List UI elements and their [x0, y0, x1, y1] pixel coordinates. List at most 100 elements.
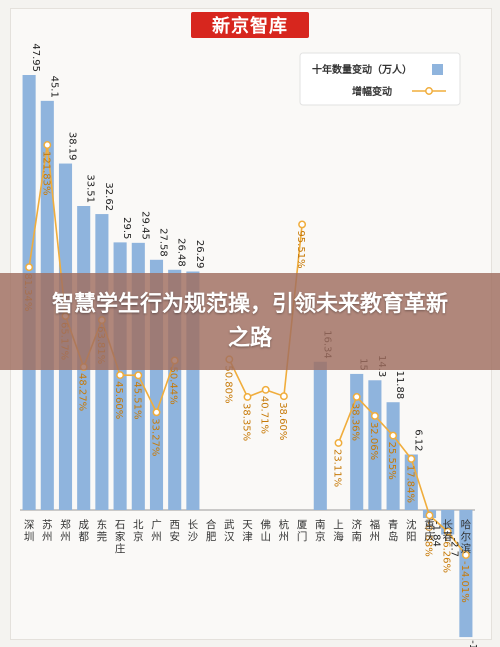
category-label-10-char-1: 肥 [206, 531, 217, 543]
growth-value-label-21: 17.84% [404, 465, 415, 503]
bar-18 [350, 373, 364, 510]
bar-value-label-0: 47.95 [30, 43, 41, 72]
category-label-8-char-1: 安 [169, 530, 180, 543]
category-label-9-char-0: 长 [188, 519, 199, 531]
category-label-14-char-0: 杭 [279, 518, 290, 531]
growth-value-label-7: 33.27% [150, 418, 161, 456]
bar-24 [459, 510, 473, 638]
category-label-23-char-0: 长 [442, 519, 453, 531]
category-label-11-char-0: 武 [224, 518, 235, 531]
growth-point-1 [43, 141, 52, 149]
category-label-16-char-0: 南 [315, 518, 326, 531]
bar-value-label-1: 45.1 [48, 76, 59, 98]
category-label-5-char-2: 庄 [115, 542, 126, 555]
category-label-0-char-0: 深 [24, 519, 35, 531]
category-label-15-char-1: 门 [297, 530, 308, 543]
growth-value-label-5: 45.60% [113, 381, 124, 419]
bar-value-label-4: 32.62 [103, 182, 114, 211]
category-label-15-char-0: 厦 [297, 519, 308, 531]
category-label-3-char-1: 都 [78, 531, 89, 543]
category-label-7-char-0: 广 [151, 519, 162, 531]
category-label-2-char-0: 郑 [60, 518, 71, 531]
growth-point-24 [461, 551, 470, 559]
growth-point-0 [25, 263, 34, 272]
category-label-16-char-1: 京 [315, 530, 326, 543]
category-label-5-char-0: 石 [115, 519, 126, 531]
growth-line-segment-2 [337, 395, 467, 556]
growth-value-label-14: 38.60% [277, 402, 288, 440]
growth-point-14 [279, 392, 288, 401]
bar-value-label-24: -14.01 [467, 640, 478, 647]
bar-value-label-5: 29.5 [121, 217, 132, 239]
growth-value-label-17: 23.11% [332, 449, 343, 487]
growth-value-label-13: 40.71% [259, 396, 270, 434]
bar-value-label-20: 11.88 [394, 371, 405, 400]
growth-point-6 [134, 371, 143, 380]
legend-line-marker [425, 87, 433, 95]
growth-value-label-19: 32.06% [368, 422, 379, 460]
growth-point-22 [425, 511, 434, 520]
bar-value-label-2: 38.19 [67, 132, 78, 161]
category-labels: 深圳苏州郑州成都东莞石家庄北京广州西安长沙合肥武汉天津佛山杭州厦门南京上海济南福… [24, 518, 472, 555]
legend-line-label: 增幅变动 [352, 85, 392, 98]
category-label-18-char-0: 济 [351, 518, 362, 531]
category-label-6-char-0: 北 [133, 519, 144, 531]
category-label-24-char-0: 哈 [461, 518, 472, 531]
growth-point-18 [352, 392, 361, 401]
growth-value-label-1: 121.83% [40, 151, 51, 196]
category-label-14-char-1: 州 [279, 531, 290, 543]
growth-point-5 [116, 371, 125, 380]
legend-box [299, 52, 461, 106]
legend-bar-label: 十年数量变动（万人） [312, 63, 412, 76]
category-label-22-char-1: 庆 [424, 530, 435, 543]
category-label-19-char-0: 福 [370, 518, 381, 531]
bar-value-label-21: 6.12 [412, 429, 423, 451]
growth-point-19 [370, 411, 379, 420]
growth-value-label-24: -14.01% [459, 561, 470, 603]
category-label-17-char-1: 海 [333, 530, 344, 543]
category-label-21-char-1: 阳 [406, 531, 417, 543]
category-label-3-char-0: 成 [78, 519, 89, 531]
category-label-4-char-1: 莞 [97, 531, 108, 543]
growth-value-label-11: 50.80% [222, 365, 233, 403]
category-label-12-char-0: 天 [242, 519, 253, 531]
growth-value-label-8: 50.44% [168, 366, 179, 404]
growth-point-17 [334, 439, 343, 447]
category-label-1-char-1: 州 [42, 531, 53, 543]
category-label-6-char-1: 京 [133, 530, 144, 543]
bar-value-label-22: -1.84 [431, 521, 442, 547]
banner-title: 智慧学生行为规范操，引领未来教育革新之路 [51, 291, 448, 351]
growth-value-label-12: 38.35% [241, 403, 252, 441]
bar-value-label-23: -2.7 [449, 537, 460, 557]
category-label-7-char-1: 州 [151, 531, 162, 543]
growth-value-label-6: 45.51% [131, 381, 142, 419]
category-label-24-char-2: 滨 [461, 542, 472, 555]
growth-point-20 [389, 431, 398, 440]
bar-20 [386, 402, 400, 510]
growth-point-21 [407, 454, 416, 463]
category-label-22-char-0: 重 [424, 518, 435, 531]
growth-point-12 [243, 393, 252, 401]
category-label-0-char-1: 圳 [24, 531, 35, 543]
growth-value-label-20: 25.55% [386, 442, 397, 480]
xinjing-think-tank-logo: 新京智库 [191, 12, 309, 38]
legend: 十年数量变动（万人） 增幅变动 [299, 52, 461, 106]
growth-value-label-3: 48.27% [77, 373, 88, 411]
logo-text: 新京智库 [212, 16, 288, 37]
category-label-23-char-1: 春 [442, 531, 453, 543]
growth-value-label-22: -0.88% [423, 521, 434, 556]
category-label-9-char-1: 沙 [188, 531, 199, 543]
title-banner: 智慧学生行为规范操，引领未来教育革新之路 [0, 273, 500, 370]
growth-point-23 [443, 527, 452, 536]
category-label-21-char-0: 沈 [406, 518, 417, 531]
bar-value-label-9: 26.29 [194, 240, 205, 269]
bar-value-label-7: 27.58 [158, 228, 169, 257]
bar-value-label-3: 33.51 [85, 174, 96, 203]
category-label-11-char-1: 汉 [224, 531, 235, 543]
bar-value-label-8: 26.48 [176, 238, 187, 267]
category-label-10-char-0: 合 [206, 518, 217, 531]
growth-value-label-23: -6.26% [441, 538, 452, 573]
growth-value-label-18: 38.36% [350, 403, 361, 441]
category-label-13-char-0: 佛 [260, 518, 271, 531]
